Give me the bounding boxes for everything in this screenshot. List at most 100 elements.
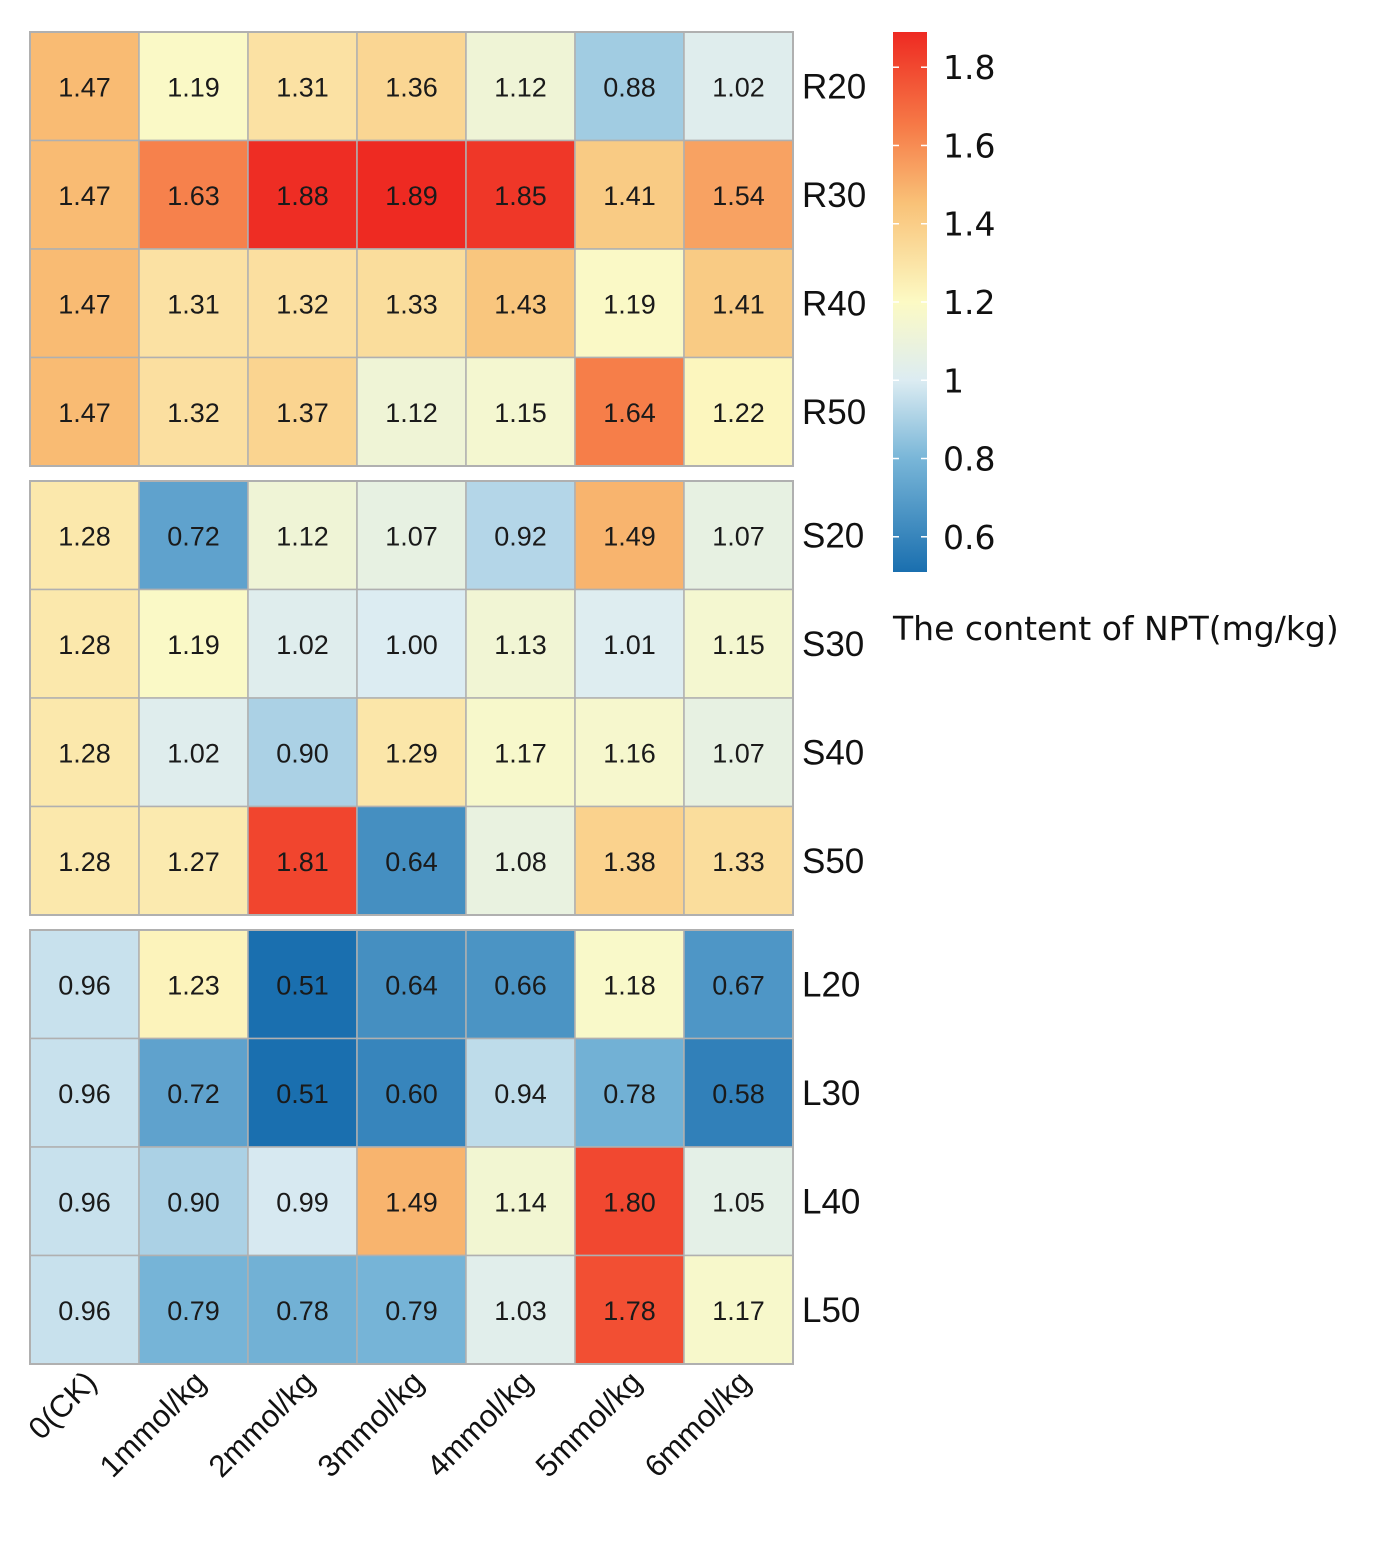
- heatmap-cell: [138, 248, 249, 359]
- row-label: R40: [802, 284, 866, 323]
- cell-value-label: 0.67: [712, 970, 765, 1000]
- cell-value-label: 0.99: [276, 1187, 329, 1217]
- heatmap-cell: [574, 697, 685, 808]
- cell-value-label: 0.60: [385, 1079, 438, 1109]
- heatmap-cell: [138, 805, 249, 916]
- row-label: S30: [802, 625, 864, 664]
- heatmap-cell: [465, 1146, 576, 1257]
- cell-value-label: 0.79: [167, 1296, 220, 1326]
- heatmap-cell: [356, 1037, 467, 1148]
- cell-value-label: 1.01: [603, 630, 656, 660]
- cell-value-label: 0.90: [167, 1187, 220, 1217]
- cell-value-label: 0.96: [58, 970, 111, 1000]
- cell-value-label: 1.19: [167, 72, 220, 102]
- heatmap-cell: [683, 139, 794, 250]
- cell-value-label: 1.16: [603, 738, 656, 768]
- cell-value-label: 1.28: [58, 521, 111, 551]
- heatmap-cell: [247, 697, 358, 808]
- row-label: R20: [802, 67, 866, 106]
- cell-value-label: 1.02: [712, 72, 765, 102]
- cell-value-label: 1.13: [494, 630, 547, 660]
- heatmap-cell: [29, 929, 140, 1040]
- cell-value-label: 1.63: [167, 181, 220, 211]
- cell-value-label: 0.96: [58, 1079, 111, 1109]
- column-label: 1mmol/kg: [93, 1364, 213, 1484]
- cell-value-label: 1.19: [603, 289, 656, 319]
- heatmap-cell: [138, 1146, 249, 1257]
- cell-value-label: 1.29: [385, 738, 438, 768]
- cell-value-label: 0.94: [494, 1079, 547, 1109]
- cell-value-label: 1.15: [494, 398, 547, 428]
- heatmap-cell: [138, 1037, 249, 1148]
- cell-value-label: 0.66: [494, 970, 547, 1000]
- heatmap-cell: [465, 31, 576, 142]
- cell-value-label: 1.03: [494, 1296, 547, 1326]
- heatmap-cell: [29, 1254, 140, 1365]
- color-legend: 1.8 1.6 1.4 1.2 1 0.8 0.6 The content of NPT(m…: [892, 32, 1339, 648]
- cell-value-label: 1.54: [712, 181, 765, 211]
- cell-value-label: 1.28: [58, 847, 111, 877]
- cell-value-label: 0.92: [494, 521, 547, 551]
- column-label: 3mmol/kg: [311, 1364, 431, 1484]
- cell-value-label: 0.90: [276, 738, 329, 768]
- heatmap-cell: [356, 805, 467, 916]
- heatmap-cell: [683, 805, 794, 916]
- column-label: 4mmol/kg: [420, 1364, 540, 1484]
- row-label: R30: [802, 176, 866, 215]
- cell-value-label: 1.47: [58, 72, 111, 102]
- cell-value-label: 1.41: [603, 181, 656, 211]
- heatmap-cell: [574, 1254, 685, 1365]
- cell-value-label: 0.78: [603, 1079, 656, 1109]
- cell-value-label: 0.96: [58, 1187, 111, 1217]
- cell-value-label: 0.64: [385, 970, 438, 1000]
- cell-value-label: 0.58: [712, 1079, 765, 1109]
- heatmap-cell: [465, 805, 576, 916]
- row-label: L40: [802, 1182, 860, 1221]
- heatmap-cell: [574, 588, 685, 699]
- row-label: L30: [802, 1074, 860, 1113]
- cell-value-label: 1.38: [603, 847, 656, 877]
- cell-value-label: 1.49: [603, 521, 656, 551]
- cell-value-label: 1.19: [167, 630, 220, 660]
- heatmap-cell: [574, 248, 685, 359]
- cell-value-label: 1.31: [276, 72, 329, 102]
- cell-value-label: 1.81: [276, 847, 329, 877]
- heatmap-cell: [247, 1037, 358, 1148]
- cell-value-label: 0.51: [276, 1079, 329, 1109]
- heatmap-cell: [465, 139, 576, 250]
- heatmap-cell: [356, 356, 467, 467]
- heatmap-cell: [683, 929, 794, 1040]
- heatmap-cell: [29, 1146, 140, 1257]
- cell-value-label: 1.32: [276, 289, 329, 319]
- cell-value-label: 1.89: [385, 181, 438, 211]
- cell-value-label: 1.31: [167, 289, 220, 319]
- cell-value-label: 1.28: [58, 738, 111, 768]
- legend-tick-label: 1.6: [943, 126, 995, 165]
- column-label: 2mmol/kg: [202, 1364, 322, 1484]
- heatmap-cell: [465, 248, 576, 359]
- heatmap-cell: [683, 248, 794, 359]
- row-label: L20: [802, 965, 860, 1004]
- cell-value-label: 0.96: [58, 1296, 111, 1326]
- legend-tick-label: 1.4: [943, 205, 995, 244]
- row-label: R50: [802, 393, 866, 432]
- heatmap-cell: [138, 31, 249, 142]
- row-label: S20: [802, 516, 864, 555]
- cell-value-label: 1.05: [712, 1187, 765, 1217]
- row-label: L50: [802, 1291, 860, 1330]
- heatmap-cell: [247, 1254, 358, 1365]
- heatmap-cell: [356, 248, 467, 359]
- cell-value-label: 1.37: [276, 398, 329, 428]
- cell-value-label: 0.72: [167, 521, 220, 551]
- cell-value-label: 1.41: [712, 289, 765, 319]
- heatmap-cell: [574, 139, 685, 250]
- heatmap-cell: [247, 480, 358, 591]
- cell-value-label: 1.17: [712, 1296, 765, 1326]
- heatmap-cell: [683, 588, 794, 699]
- cell-value-label: 0.51: [276, 970, 329, 1000]
- heatmap-cell: [138, 356, 249, 467]
- heatmap-cell: [138, 697, 249, 808]
- heatmap-cell: [247, 248, 358, 359]
- group-outline: [29, 31, 794, 467]
- heatmap-cell: [465, 588, 576, 699]
